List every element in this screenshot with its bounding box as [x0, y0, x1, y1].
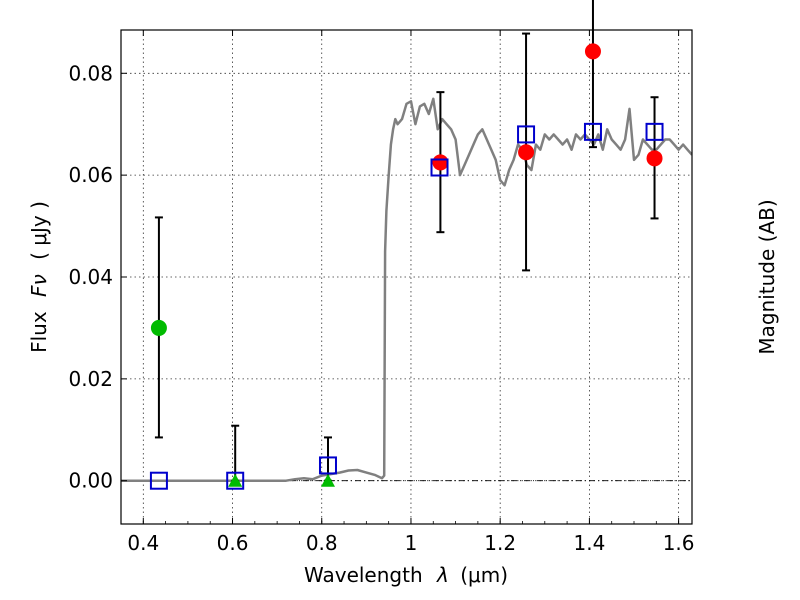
marker-layer [149, 43, 664, 490]
y-tick-label: 0.08 [68, 61, 113, 85]
nir-detection-point [584, 43, 601, 60]
model-photometry-square [226, 471, 245, 490]
x-axis-label-symbol: λ [436, 563, 449, 587]
x-axis-label-unit: (μm) [460, 563, 508, 587]
y2-axis-label: Magnitude (AB) [755, 199, 779, 354]
y-axis-label-unit: ( μJy ) [27, 201, 51, 260]
model-photometry-square [430, 158, 449, 177]
x-axis-label-text: Wavelength [304, 563, 423, 587]
sed-layer [121, 97, 692, 482]
x-tick-label: 0.4 [127, 531, 159, 555]
nir-detection-point [646, 150, 663, 167]
upper-limit-triangle [228, 473, 243, 487]
model-photometry-square [517, 125, 536, 144]
nir-detection-point [432, 154, 449, 171]
x-tick-label: 1.2 [484, 531, 516, 555]
x-tick-label: 1.6 [663, 531, 695, 555]
y-tick-label: 0.04 [68, 265, 113, 289]
y-tick-label: 0.02 [68, 367, 113, 391]
tick-layer: 0.40.60.811.21.41.60.000.020.040.060.082… [68, 30, 695, 555]
y-axis-label-symbol: Fν [27, 274, 51, 297]
model-photometry-square [583, 122, 602, 141]
x-tick-label: 1.4 [573, 531, 605, 555]
x-tick-label: 0.6 [217, 531, 249, 555]
nir-detection-point [518, 144, 535, 161]
x-tick-label: 0.8 [306, 531, 338, 555]
model-photometry-square [645, 122, 664, 141]
y-tick-label: 0.06 [68, 163, 113, 187]
model-photometry-square [318, 456, 337, 475]
y-axis-label: Flux Fν ( μJy ) [27, 201, 51, 353]
y-axis-label-text: Flux [27, 311, 51, 353]
y-tick-label: 0.00 [68, 469, 113, 493]
x-axis-label: Wavelength λ (μm) [304, 563, 508, 587]
model-photometry-square [149, 471, 168, 490]
optical-detection-point [150, 319, 167, 336]
x-tick-label: 1 [405, 531, 418, 555]
upper-limit-triangle [320, 473, 335, 487]
sed-model-curve [121, 97, 692, 482]
